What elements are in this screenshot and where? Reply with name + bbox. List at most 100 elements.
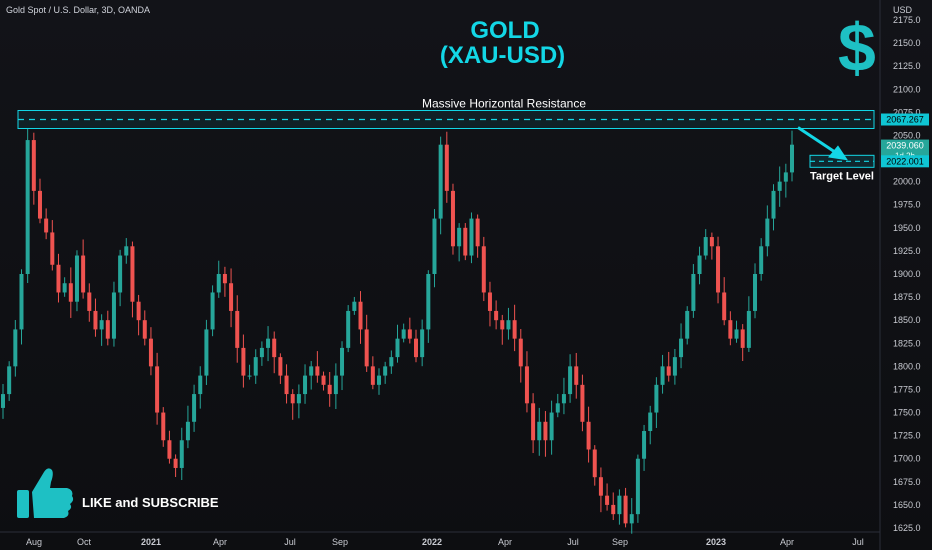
candle xyxy=(327,371,332,407)
candle xyxy=(432,209,437,288)
candle xyxy=(81,239,86,299)
target-price-tag-text: 2022.001 xyxy=(886,156,924,166)
candle xyxy=(753,263,758,319)
price-tick-label: 2175.0 xyxy=(893,15,921,25)
candle xyxy=(284,364,289,404)
resistance-price-tag xyxy=(881,113,929,126)
candle xyxy=(487,281,492,327)
time-tick-label: Apr xyxy=(498,537,512,547)
candle xyxy=(777,166,782,207)
candle xyxy=(765,205,770,257)
price-tick-label: 1775.0 xyxy=(893,384,921,394)
time-tick-label: Aug xyxy=(26,537,42,547)
candle xyxy=(370,356,375,390)
chart-subtitle: (XAU-USD) xyxy=(439,42,566,69)
subscribe-text: LIKE and SUBSCRIBE xyxy=(82,495,219,510)
candle xyxy=(598,467,603,513)
candle xyxy=(383,361,388,384)
price-tick-label: 2125.0 xyxy=(893,61,921,71)
time-tick-label: Sep xyxy=(332,537,348,547)
candle xyxy=(37,178,42,224)
candle xyxy=(679,323,684,369)
candle xyxy=(413,329,418,363)
candle xyxy=(179,427,184,481)
candle xyxy=(74,250,79,312)
price-tick-label: 1950.0 xyxy=(893,223,921,233)
current-price-text: 2039.060 xyxy=(886,141,924,151)
candle xyxy=(25,128,30,284)
candle xyxy=(537,407,542,456)
target-label: Target Level xyxy=(810,170,874,182)
candle xyxy=(605,483,610,511)
candle xyxy=(438,136,443,235)
candle xyxy=(13,319,18,377)
candle xyxy=(783,163,788,198)
candle xyxy=(1,384,5,419)
candle xyxy=(346,305,351,353)
candle xyxy=(450,183,455,255)
candle xyxy=(155,352,160,425)
candle xyxy=(130,241,135,318)
candle xyxy=(444,131,449,203)
dollar-sign-icon: $ xyxy=(838,10,876,86)
candle xyxy=(685,306,690,345)
candle xyxy=(543,411,548,457)
time-tick-label: 2023 xyxy=(706,537,726,547)
price-tick-label: 1925.0 xyxy=(893,246,921,256)
candle xyxy=(561,377,566,415)
candle xyxy=(222,266,227,297)
candle xyxy=(469,212,474,264)
price-tick-label: 1650.0 xyxy=(893,500,921,510)
price-tick-label: 1875.0 xyxy=(893,292,921,302)
time-tick-label: 2022 xyxy=(422,537,442,547)
price-tick-label: 1625.0 xyxy=(893,523,921,533)
candle xyxy=(716,236,721,304)
time-tick-label: Jul xyxy=(567,537,579,547)
time-tick-label: Oct xyxy=(77,537,92,547)
candle xyxy=(253,349,258,384)
candle xyxy=(136,294,141,336)
candle xyxy=(531,393,536,454)
candle xyxy=(722,277,727,326)
candle xyxy=(463,223,468,261)
price-tick-label: 2100.0 xyxy=(893,84,921,94)
target-price-tag xyxy=(881,155,929,168)
candle xyxy=(475,214,480,258)
candle xyxy=(229,268,234,328)
candle xyxy=(401,323,406,343)
candle xyxy=(62,277,67,297)
thumbs-up-icon xyxy=(17,468,74,518)
candle xyxy=(87,283,92,322)
candle xyxy=(574,352,579,399)
candle xyxy=(333,363,338,410)
candle xyxy=(389,350,394,374)
candle xyxy=(518,329,523,383)
candle xyxy=(568,354,573,403)
candle xyxy=(364,314,369,372)
candle xyxy=(672,348,677,385)
resistance-price-tag-text: 2067.267 xyxy=(886,115,924,125)
price-tick-label: 2075.0 xyxy=(893,107,921,117)
candle xyxy=(148,327,153,376)
time-tick-label: 2021 xyxy=(141,537,161,547)
time-tick-label: Sep xyxy=(612,537,628,547)
candle xyxy=(167,430,172,464)
candle xyxy=(309,361,314,390)
candle xyxy=(185,405,190,449)
candle xyxy=(204,319,209,385)
candle xyxy=(93,298,98,337)
candle xyxy=(19,269,24,345)
candle xyxy=(654,377,659,428)
candle xyxy=(111,281,116,347)
candle xyxy=(648,405,653,445)
candle xyxy=(105,310,110,346)
candle xyxy=(173,454,178,477)
candle xyxy=(629,498,634,534)
candle xyxy=(210,285,215,337)
candle xyxy=(321,371,326,391)
time-tick-label: Apr xyxy=(780,537,794,547)
candle xyxy=(216,260,221,298)
arrow-head xyxy=(828,145,848,161)
candle xyxy=(697,246,702,285)
